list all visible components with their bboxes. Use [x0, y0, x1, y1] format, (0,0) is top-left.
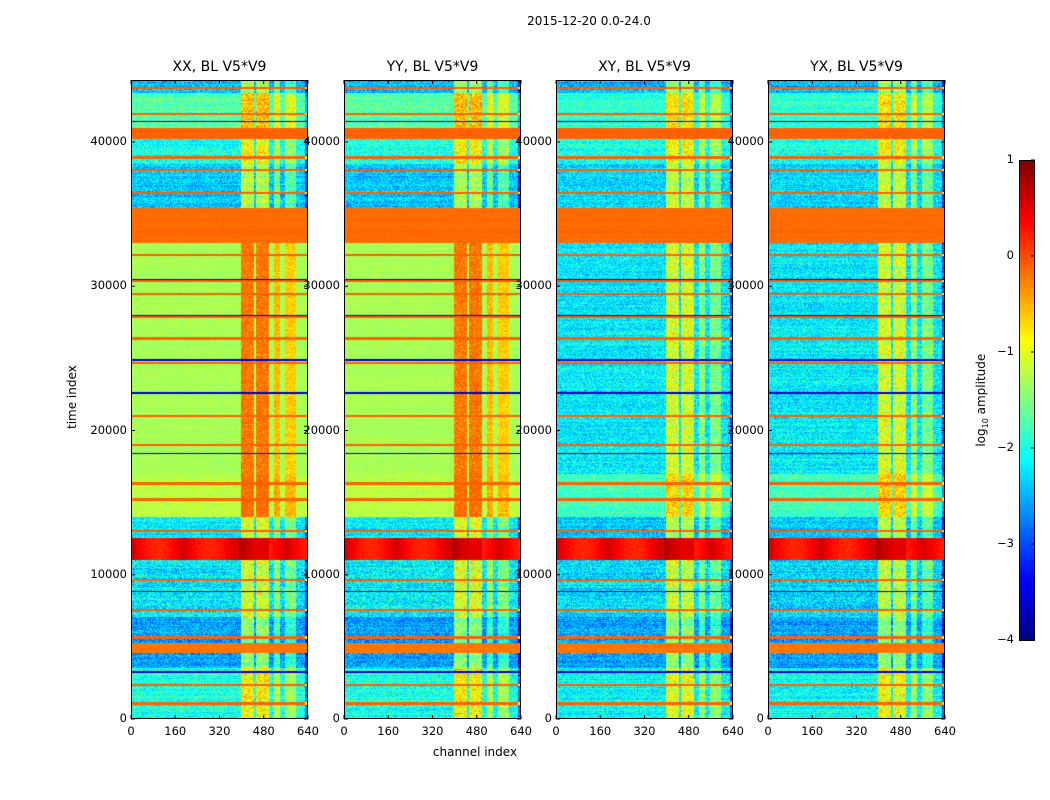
heatmap-image-xy	[557, 81, 732, 718]
colorbar-tick-label: −4	[997, 632, 1014, 646]
x-axis-label: channel index	[432, 745, 518, 759]
panel-title-yx: YX, BL V5*V9	[810, 59, 903, 75]
x-tick-label: 320	[633, 724, 656, 738]
y-tick-label: 10000	[727, 566, 764, 581]
x-tick-label: 0	[127, 724, 135, 738]
x-tick-label: 320	[208, 724, 231, 738]
x-tick-label: 160	[589, 724, 612, 738]
colorbar-tick-label: −1	[997, 344, 1014, 358]
colorbar-gradient	[1020, 161, 1034, 640]
y-tick-label: 40000	[90, 134, 127, 149]
y-tick-label: 30000	[727, 278, 764, 293]
colorbar-tick-label: −3	[997, 536, 1014, 550]
x-tick-label: 160	[164, 724, 187, 738]
y-tick-label: 0	[332, 711, 340, 725]
y-tick-label: 30000	[515, 278, 552, 293]
panel-title-yy: YY, BL V5*V9	[386, 59, 479, 75]
y-tick-label: 40000	[303, 134, 340, 149]
y-tick-label: 20000	[727, 422, 764, 437]
y-tick-label: 0	[756, 711, 764, 725]
x-tick-label: 0	[340, 724, 348, 738]
x-tick-label: 320	[421, 724, 444, 738]
x-tick-label: 320	[845, 724, 868, 738]
x-tick-label: 480	[677, 724, 700, 738]
x-tick-label: 160	[801, 724, 824, 738]
y-tick-label: 0	[119, 711, 127, 725]
y-tick-label: 30000	[303, 278, 340, 293]
x-tick-label: 480	[252, 724, 275, 738]
colorbar-tick-label: 0	[1006, 248, 1014, 262]
panel-title-xx: XX, BL V5*V9	[172, 59, 267, 75]
heatmap-xx	[131, 80, 308, 719]
x-tick-label: 640	[722, 724, 744, 738]
figure-title: 2015-12-20 0.0-24.0	[527, 14, 651, 28]
x-tick-label: 640	[297, 724, 319, 738]
heatmap-image-xx	[132, 81, 307, 718]
y-tick-label: 20000	[303, 422, 340, 437]
y-tick-label: 40000	[515, 134, 552, 149]
y-tick-label: 10000	[515, 566, 552, 581]
y-tick-label: 0	[544, 711, 552, 725]
x-tick-label: 0	[764, 724, 772, 738]
heatmap-yx	[768, 80, 945, 719]
heatmap-xy	[556, 80, 733, 719]
heatmap-image-yy	[345, 81, 520, 718]
y-tick-label: 40000	[727, 134, 764, 149]
x-tick-label: 0	[552, 724, 560, 738]
colorbar-tick-label: 1	[1006, 152, 1014, 166]
y-tick-label: 10000	[303, 566, 340, 581]
heatmap-yy	[344, 80, 521, 719]
panel-title-xy: XY, BL V5*V9	[598, 59, 691, 75]
colorbar-tick-label: −2	[997, 440, 1014, 454]
y-tick-label: 20000	[90, 422, 127, 437]
x-tick-label: 480	[889, 724, 912, 738]
y-tick-label: 30000	[90, 278, 127, 293]
y-tick-label: 10000	[90, 566, 127, 581]
y-tick-label: 20000	[515, 422, 552, 437]
x-tick-label: 160	[377, 724, 400, 738]
x-tick-label: 640	[934, 724, 956, 738]
x-tick-label: 480	[465, 724, 488, 738]
heatmap-image-yx	[769, 81, 944, 718]
colorbar	[1019, 160, 1035, 641]
x-tick-label: 640	[510, 724, 532, 738]
